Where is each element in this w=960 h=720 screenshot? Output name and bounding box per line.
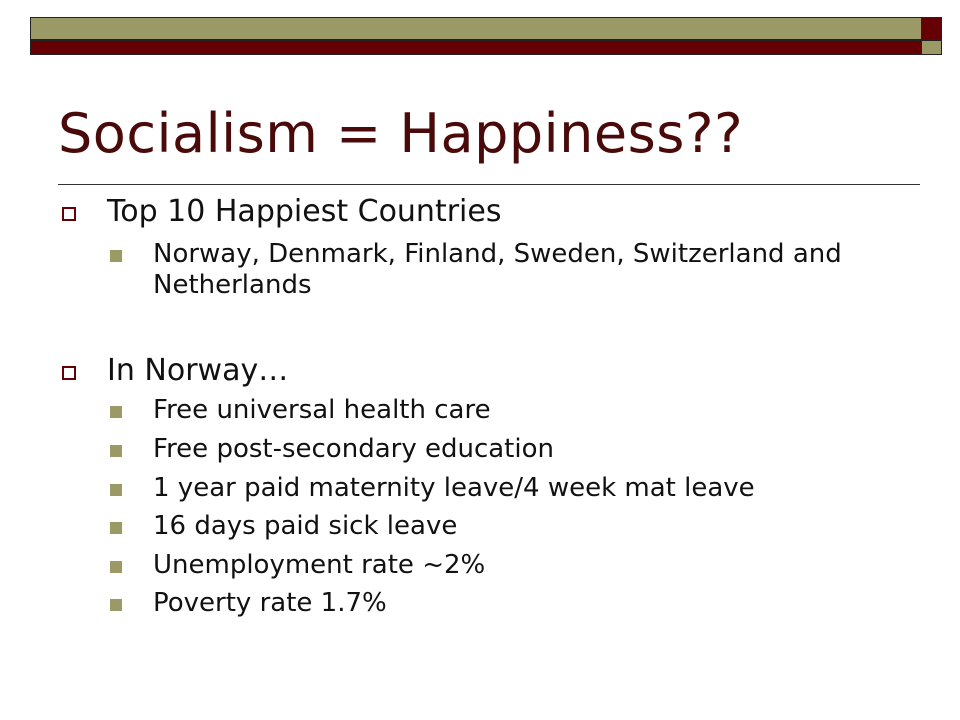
bullet-item: Norway, Denmark, Finland, Sweden, Switze…: [153, 239, 842, 300]
square-bullet-icon: [110, 445, 122, 457]
title-divider: [58, 184, 920, 185]
header-block-olive: [921, 40, 942, 55]
square-bullet-icon: [110, 250, 122, 262]
bullet-item: Free universal health care: [153, 395, 491, 425]
header-bar-maroon: [30, 40, 922, 55]
bullet-heading: In Norway…: [107, 353, 289, 388]
header-block-maroon: [921, 17, 942, 40]
bullet-item: 1 year paid maternity leave/4 week mat l…: [153, 473, 755, 503]
bullet-item: 16 days paid sick leave: [153, 511, 458, 541]
square-bullet-icon: [110, 522, 122, 534]
square-bullet-icon: [110, 484, 122, 496]
bullet-heading: Top 10 Happiest Countries: [107, 194, 502, 229]
square-bullet-icon: [110, 599, 122, 611]
hollow-square-bullet-icon: [62, 207, 76, 221]
square-bullet-icon: [110, 406, 122, 418]
hollow-square-bullet-icon: [62, 366, 76, 380]
header-bar-olive: [30, 17, 922, 40]
square-bullet-icon: [110, 561, 122, 573]
bullet-item: Poverty rate 1.7%: [153, 588, 387, 618]
bullet-item: Free post-secondary education: [153, 434, 554, 464]
slide-title: Socialism = Happiness??: [58, 102, 744, 165]
bullet-item: Unemployment rate ~2%: [153, 550, 486, 580]
